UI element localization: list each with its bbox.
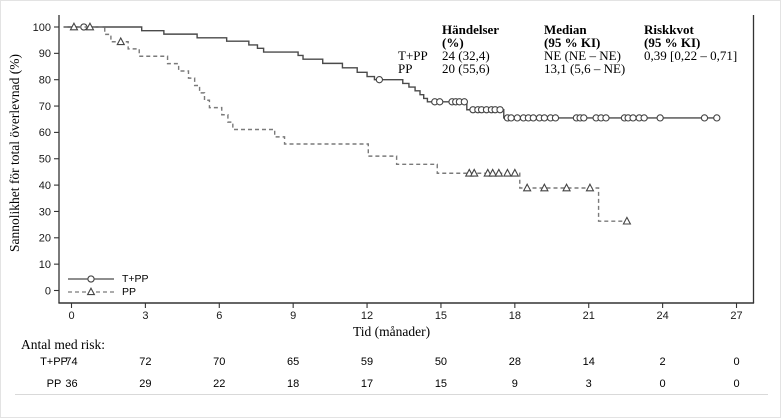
x-tick-label: 24 <box>656 310 668 321</box>
censor-triangle <box>469 168 479 177</box>
risk-table-title: Antal med risk: <box>21 337 105 352</box>
x-tick-label: 6 <box>216 310 222 321</box>
censor-triangle <box>488 168 498 177</box>
risk-count: 0 <box>659 378 666 390</box>
y-tick-label: 10 <box>39 259 51 271</box>
legend-item-tpp: T+PP <box>67 273 149 285</box>
censor-triangle <box>585 183 595 192</box>
stats-tpp-median: NE (NE – NE) <box>544 48 621 63</box>
x-tick-label: 15 <box>435 310 447 321</box>
censor-triangle <box>69 22 79 31</box>
y-tick-label: 0 <box>45 285 51 297</box>
censor-triangle <box>522 183 532 192</box>
censor-circle <box>551 114 560 122</box>
censor-circle <box>507 114 515 122</box>
y-tick-label: 100 <box>33 22 51 34</box>
censor-triangle <box>539 183 549 192</box>
y-tick-label: 20 <box>39 233 51 245</box>
risk-count: 29 <box>139 378 152 390</box>
censor-triangle <box>494 168 504 177</box>
risk-count: 3 <box>585 378 592 390</box>
risk-count: 14 <box>582 356 595 368</box>
legend-tpp-line-circle-icon <box>68 275 114 283</box>
censor-circle <box>713 114 721 122</box>
risk-row-label-pp: PP <box>46 378 62 390</box>
y-tick-label: 70 <box>39 101 51 113</box>
censor-circle <box>700 114 709 122</box>
legend-item-pp: PP <box>67 286 136 298</box>
censor-circle <box>436 98 444 106</box>
x-tick-label: 21 <box>583 310 595 321</box>
x-tick-label: 27 <box>730 310 742 321</box>
risk-count: 0 <box>733 356 740 368</box>
x-axis-title: Tid (månader) <box>353 324 431 339</box>
risk-count: 22 <box>213 378 226 390</box>
stats-pp-events: 20 (55,6) <box>442 61 490 76</box>
censor-triangle <box>562 183 571 192</box>
risk-count: 2 <box>659 356 666 368</box>
x-tick-label: 18 <box>509 310 521 321</box>
censor-triangle <box>622 216 632 225</box>
stats-tpp-hr: 0,39 [0,22 – 0,71] <box>644 48 738 63</box>
risk-count: 36 <box>65 378 78 390</box>
risk-count: 50 <box>434 356 448 368</box>
stats-pp-median: 13,1 (5,6 – NE) <box>544 61 626 76</box>
censor-circle <box>629 114 637 122</box>
stats-header-events-unit: (%) <box>442 35 464 50</box>
risk-count: 70 <box>213 356 226 368</box>
censor-circle <box>540 114 549 122</box>
km-curve-tpp <box>63 26 720 119</box>
censor-circle <box>640 114 648 122</box>
y-tick-label: 30 <box>39 206 51 218</box>
censor-triangle <box>510 168 520 177</box>
y-tick-label: 40 <box>39 180 51 192</box>
censor-triangle <box>116 36 126 46</box>
legend-pp-line-triangle-icon <box>68 286 114 295</box>
y-tick-label: 50 <box>39 154 51 166</box>
risk-count: 9 <box>511 378 518 390</box>
x-tick-label: 3 <box>142 310 148 321</box>
censor-triangle <box>503 168 512 177</box>
stats-header-hr-ci: (95 % KI) <box>644 35 701 50</box>
censor-triangle <box>85 22 95 31</box>
risk-count: 15 <box>434 378 448 390</box>
censor-circle <box>496 106 504 114</box>
legend-label-pp: PP <box>122 285 137 298</box>
stats-header-hr: Riskkvot <box>644 22 694 37</box>
divider <box>15 394 768 395</box>
censor-circle <box>580 114 588 122</box>
risk-count: 28 <box>508 356 521 368</box>
risk-count: 17 <box>360 378 374 390</box>
censor-circle <box>529 114 537 122</box>
legend-label-tpp: T+PP <box>122 273 149 285</box>
stats-header-median-ci: (95 % KI) <box>544 35 601 50</box>
risk-count: 18 <box>287 378 300 390</box>
y-tick-label: 80 <box>39 75 51 87</box>
y-tick-label: 90 <box>39 48 51 60</box>
censor-circle <box>460 98 468 106</box>
censor-circle <box>656 114 664 122</box>
risk-count: 74 <box>65 356 78 368</box>
x-tick-label: 0 <box>68 310 74 321</box>
x-tick-label: 12 <box>361 310 373 321</box>
stats-tpp-events: 24 (32,4) <box>442 48 490 63</box>
risk-count: 65 <box>287 356 300 368</box>
stats-header-median: Median <box>544 22 587 37</box>
stats-row-label-pp: PP <box>398 61 413 76</box>
km-plot-canvas: 0 10 20 30 40 50 60 70 80 90 100 0 3 6 9 12 15 18 21 24 27 <box>33 15 755 321</box>
censor-circle <box>375 76 384 84</box>
stats-row-label-tpp: T+PP <box>398 48 428 63</box>
km-curve-pp <box>63 26 629 222</box>
censor-circle <box>513 114 521 122</box>
risk-count: 59 <box>360 356 374 368</box>
risk-count: 72 <box>139 356 152 368</box>
x-tick-label: 9 <box>290 310 296 321</box>
censor-circle <box>602 114 610 122</box>
risk-count: 0 <box>733 378 740 390</box>
stats-header-events: Händelser <box>442 22 500 37</box>
y-tick-label: 60 <box>39 127 51 139</box>
risk-row-label-tpp: T+PP <box>40 356 68 368</box>
